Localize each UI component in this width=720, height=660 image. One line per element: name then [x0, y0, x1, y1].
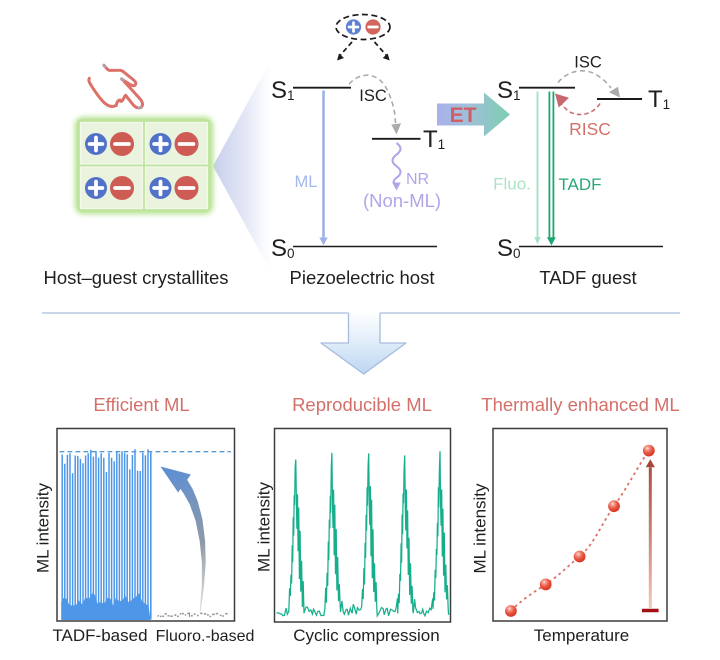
svg-text:TADF: TADF	[558, 175, 601, 194]
svg-text:RISC: RISC	[569, 119, 611, 139]
svg-text:ML intensity: ML intensity	[34, 482, 53, 573]
svg-text:Fluoro.-based: Fluoro.-based	[156, 628, 255, 645]
svg-text:TADF-based: TADF-based	[52, 626, 147, 645]
svg-text:ISC: ISC	[574, 54, 602, 72]
svg-text:ISC: ISC	[359, 87, 387, 105]
svg-text:Piezoelectric host: Piezoelectric host	[290, 267, 435, 288]
svg-text:Host–guest crystallites: Host–guest crystallites	[43, 267, 228, 288]
svg-text:Reproducible ML: Reproducible ML	[292, 394, 432, 415]
svg-text:TADF guest: TADF guest	[539, 267, 636, 288]
svg-text:(Non-ML): (Non-ML)	[363, 190, 441, 211]
svg-text:Temperature: Temperature	[534, 626, 629, 645]
svg-text:Efficient ML: Efficient ML	[93, 394, 189, 415]
svg-text:Fluo.: Fluo.	[493, 175, 531, 194]
svg-text:Cyclic compression: Cyclic compression	[293, 626, 439, 645]
svg-text:ML intensity: ML intensity	[255, 481, 274, 572]
svg-text:ML intensity: ML intensity	[471, 483, 490, 574]
svg-text:ML: ML	[295, 173, 318, 191]
svg-text:Thermally enhanced ML: Thermally enhanced ML	[481, 394, 679, 415]
svg-text:ET: ET	[450, 104, 477, 127]
svg-text:NR: NR	[406, 171, 429, 188]
